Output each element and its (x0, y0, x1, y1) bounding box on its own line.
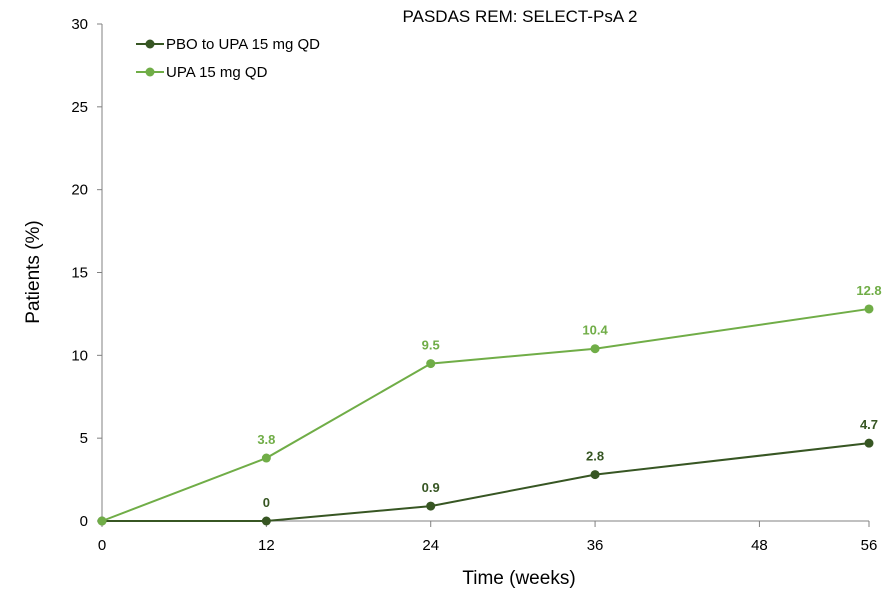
y-tick-label: 20 (71, 182, 88, 199)
data-label: 0.9 (422, 480, 440, 495)
y-tick-label: 25 (71, 99, 88, 116)
x-tick-label: 48 (751, 537, 768, 554)
data-point (426, 501, 436, 511)
x-axis-title: Time (weeks) (462, 568, 575, 589)
series-line (102, 442, 870, 522)
legend-marker (145, 67, 155, 77)
data-point (261, 516, 271, 526)
data-point (864, 438, 874, 448)
data-point (426, 359, 436, 369)
chart-title: PASDAS REM: SELECT-PsA 2 (403, 7, 638, 26)
y-tick-label: 10 (71, 347, 88, 364)
y-tick-label: 15 (71, 265, 88, 282)
series-layer: 0 0.9 2.8 4.7 3.8 9.5 10.4 12.8 (97, 283, 882, 526)
x-tick-label: 24 (422, 537, 439, 554)
y-tick-label: 0 (80, 513, 88, 530)
y-tick-label: 30 (71, 16, 88, 33)
data-label: 9.5 (422, 338, 440, 353)
x-axis: 0 12 24 36 48 56 (98, 520, 878, 554)
data-point (590, 344, 600, 354)
x-tick-label: 12 (258, 537, 275, 554)
series-2: 3.8 9.5 10.4 12.8 (97, 283, 882, 526)
legend-label: UPA 15 mg QD (166, 64, 268, 81)
legend-label: PBO to UPA 15 mg QD (166, 36, 320, 53)
data-label: 4.7 (860, 417, 878, 432)
data-point (261, 453, 271, 463)
data-label: 10.4 (582, 323, 608, 338)
data-point (97, 516, 107, 526)
legend: PBO to UPA 15 mg QD UPA 15 mg QD (136, 36, 320, 81)
data-label: 2.8 (586, 449, 604, 464)
y-axis-title: Patients (%) (23, 220, 44, 323)
data-label: 12.8 (856, 283, 881, 298)
y-axis: 0 5 10 15 20 25 30 (71, 16, 103, 530)
series-line (101, 307, 870, 522)
y-tick-label: 5 (80, 430, 88, 447)
x-tick-label: 56 (861, 537, 878, 554)
data-label: 3.8 (257, 432, 275, 447)
x-tick-label: 36 (587, 537, 604, 554)
legend-marker (145, 39, 155, 49)
data-label: 0 (263, 495, 270, 510)
data-point (590, 470, 600, 480)
x-tick-label: 0 (98, 537, 106, 554)
series-1: 0 0.9 2.8 4.7 (97, 417, 878, 526)
data-point (864, 304, 874, 314)
